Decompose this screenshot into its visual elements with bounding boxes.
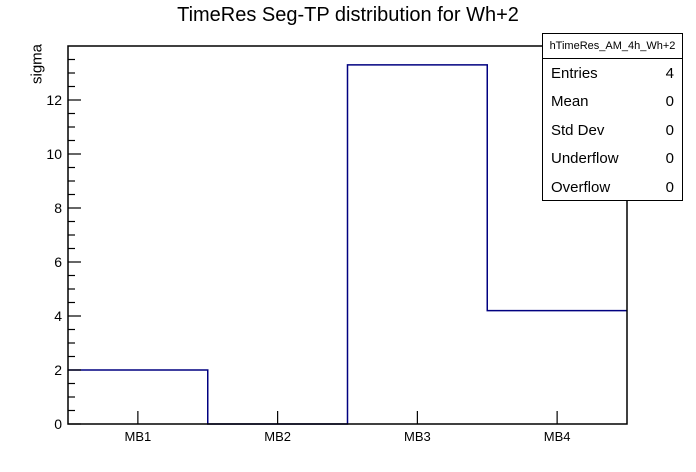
x-tick-label: MB2 (264, 429, 291, 444)
stats-value: 0 (665, 121, 674, 139)
stats-label: Entries (551, 64, 598, 82)
stats-value: 0 (665, 178, 674, 196)
stats-value: 4 (665, 64, 674, 82)
stats-label: Underflow (551, 150, 619, 168)
stats-box-title: hTimeRes_AM_4h_Wh+2 (543, 34, 682, 59)
x-tick-label: MB1 (125, 429, 152, 444)
chart-title: TimeRes Seg-TP distribution for Wh+2 (177, 4, 519, 26)
stats-row-entries: Entries 4 (543, 59, 682, 88)
stats-label: Mean (551, 93, 589, 111)
y-tick-label: 8 (54, 200, 62, 216)
stats-row-stddev: Std Dev 0 (543, 116, 682, 145)
y-tick-label: 12 (46, 92, 62, 108)
stats-value: 0 (665, 93, 674, 111)
y-tick-label: 10 (46, 146, 62, 162)
stats-row-underflow: Underflow 0 (543, 145, 682, 174)
stats-label: Std Dev (551, 121, 605, 139)
y-tick-label: 2 (54, 362, 62, 378)
y-tick-label: 6 (54, 254, 62, 270)
stats-label: Overflow (551, 178, 611, 196)
y-tick-label: 4 (54, 308, 62, 324)
histogram-step-line (68, 64, 627, 425)
stats-box: hTimeRes_AM_4h_Wh+2 Entries 4 Mean 0 Std… (542, 33, 683, 201)
x-tick-label: MB3 (404, 429, 431, 444)
stats-value: 0 (665, 150, 674, 168)
stats-row-mean: Mean 0 (543, 88, 682, 117)
stats-row-overflow: Overflow 0 (543, 173, 682, 202)
y-tick-label: 0 (54, 416, 62, 432)
x-tick-label: MB4 (544, 429, 571, 444)
